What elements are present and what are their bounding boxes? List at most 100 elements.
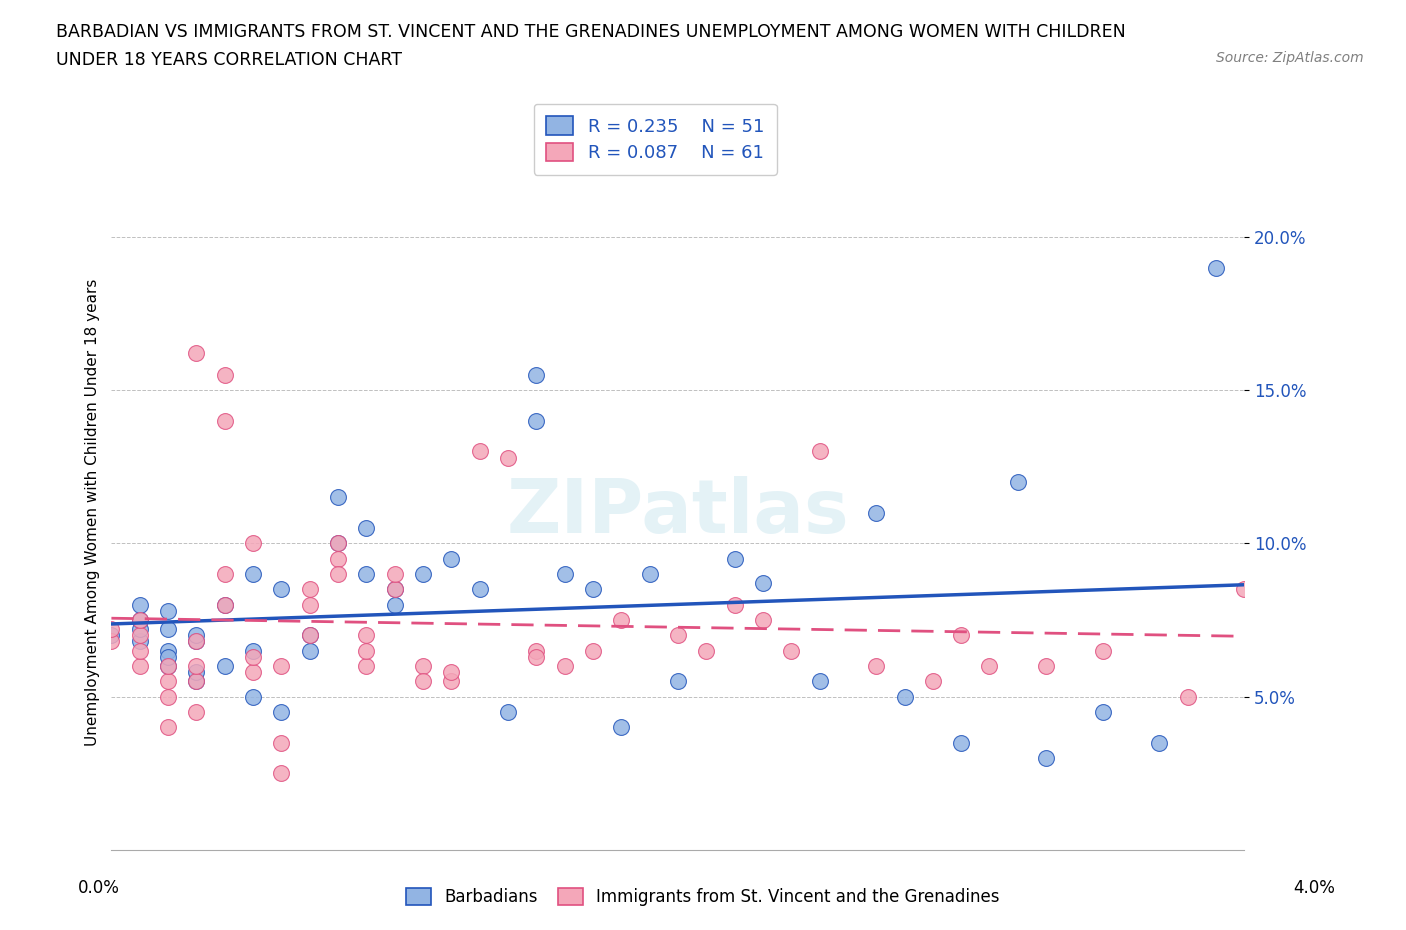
Point <box>808 444 831 458</box>
Point <box>128 658 150 673</box>
Point <box>412 566 434 581</box>
Point <box>1091 705 1114 720</box>
Point <box>695 644 717 658</box>
Point <box>242 566 264 581</box>
Point <box>723 597 745 612</box>
Point <box>638 566 661 581</box>
Point <box>356 628 378 643</box>
Point <box>214 597 236 612</box>
Text: BARBADIAN VS IMMIGRANTS FROM ST. VINCENT AND THE GRENADINES UNEMPLOYMENT AMONG W: BARBADIAN VS IMMIGRANTS FROM ST. VINCENT… <box>56 23 1126 41</box>
Point <box>186 658 208 673</box>
Point <box>100 622 122 637</box>
Point <box>298 644 321 658</box>
Point <box>214 367 236 382</box>
Point <box>921 674 943 689</box>
Point <box>356 521 378 536</box>
Point <box>723 551 745 566</box>
Point <box>610 720 633 735</box>
Point <box>979 658 1001 673</box>
Point <box>157 658 180 673</box>
Point <box>1035 751 1057 765</box>
Point <box>865 505 887 520</box>
Point <box>157 674 180 689</box>
Point <box>1149 736 1171 751</box>
Point <box>524 644 547 658</box>
Point <box>186 634 208 649</box>
Point <box>298 582 321 597</box>
Point <box>384 582 406 597</box>
Point <box>496 705 519 720</box>
Point <box>1177 689 1199 704</box>
Point <box>1233 582 1256 597</box>
Point <box>242 665 264 680</box>
Point <box>214 658 236 673</box>
Y-axis label: Unemployment Among Women with Children Under 18 years: Unemployment Among Women with Children U… <box>86 279 100 747</box>
Point <box>128 644 150 658</box>
Point <box>468 582 491 597</box>
Point <box>157 649 180 664</box>
Point <box>242 644 264 658</box>
Point <box>270 765 292 780</box>
Point <box>186 705 208 720</box>
Point <box>582 644 605 658</box>
Point <box>893 689 915 704</box>
Point <box>186 346 208 361</box>
Text: Source: ZipAtlas.com: Source: ZipAtlas.com <box>1216 51 1364 65</box>
Point <box>412 674 434 689</box>
Point <box>326 536 349 551</box>
Point <box>950 736 973 751</box>
Point <box>270 705 292 720</box>
Point <box>384 582 406 597</box>
Point <box>214 566 236 581</box>
Point <box>270 582 292 597</box>
Point <box>384 566 406 581</box>
Legend: R = 0.235    N = 51, R = 0.087    N = 61: R = 0.235 N = 51, R = 0.087 N = 61 <box>534 104 778 175</box>
Text: ZIPatlas: ZIPatlas <box>506 476 849 550</box>
Point <box>412 658 434 673</box>
Point <box>270 736 292 751</box>
Point <box>270 658 292 673</box>
Point <box>186 634 208 649</box>
Point <box>128 634 150 649</box>
Point <box>157 689 180 704</box>
Point <box>242 689 264 704</box>
Point <box>157 622 180 637</box>
Point <box>950 628 973 643</box>
Point <box>554 566 576 581</box>
Point <box>524 649 547 664</box>
Point <box>298 628 321 643</box>
Point <box>1205 260 1227 275</box>
Point <box>468 444 491 458</box>
Point <box>752 613 775 628</box>
Point <box>666 628 689 643</box>
Point <box>524 367 547 382</box>
Point <box>524 413 547 428</box>
Point <box>356 658 378 673</box>
Point <box>780 644 803 658</box>
Point <box>666 674 689 689</box>
Point <box>242 649 264 664</box>
Point <box>157 658 180 673</box>
Point <box>128 597 150 612</box>
Point <box>100 634 122 649</box>
Point <box>1035 658 1057 673</box>
Point <box>157 644 180 658</box>
Point <box>356 566 378 581</box>
Point <box>326 551 349 566</box>
Point <box>298 597 321 612</box>
Point <box>326 536 349 551</box>
Point <box>326 566 349 581</box>
Point <box>186 628 208 643</box>
Point <box>242 536 264 551</box>
Point <box>440 674 463 689</box>
Point <box>356 644 378 658</box>
Point <box>440 665 463 680</box>
Point <box>214 413 236 428</box>
Point <box>128 613 150 628</box>
Point <box>100 628 122 643</box>
Point <box>440 551 463 566</box>
Point <box>128 613 150 628</box>
Point <box>496 450 519 465</box>
Point <box>157 720 180 735</box>
Point <box>214 597 236 612</box>
